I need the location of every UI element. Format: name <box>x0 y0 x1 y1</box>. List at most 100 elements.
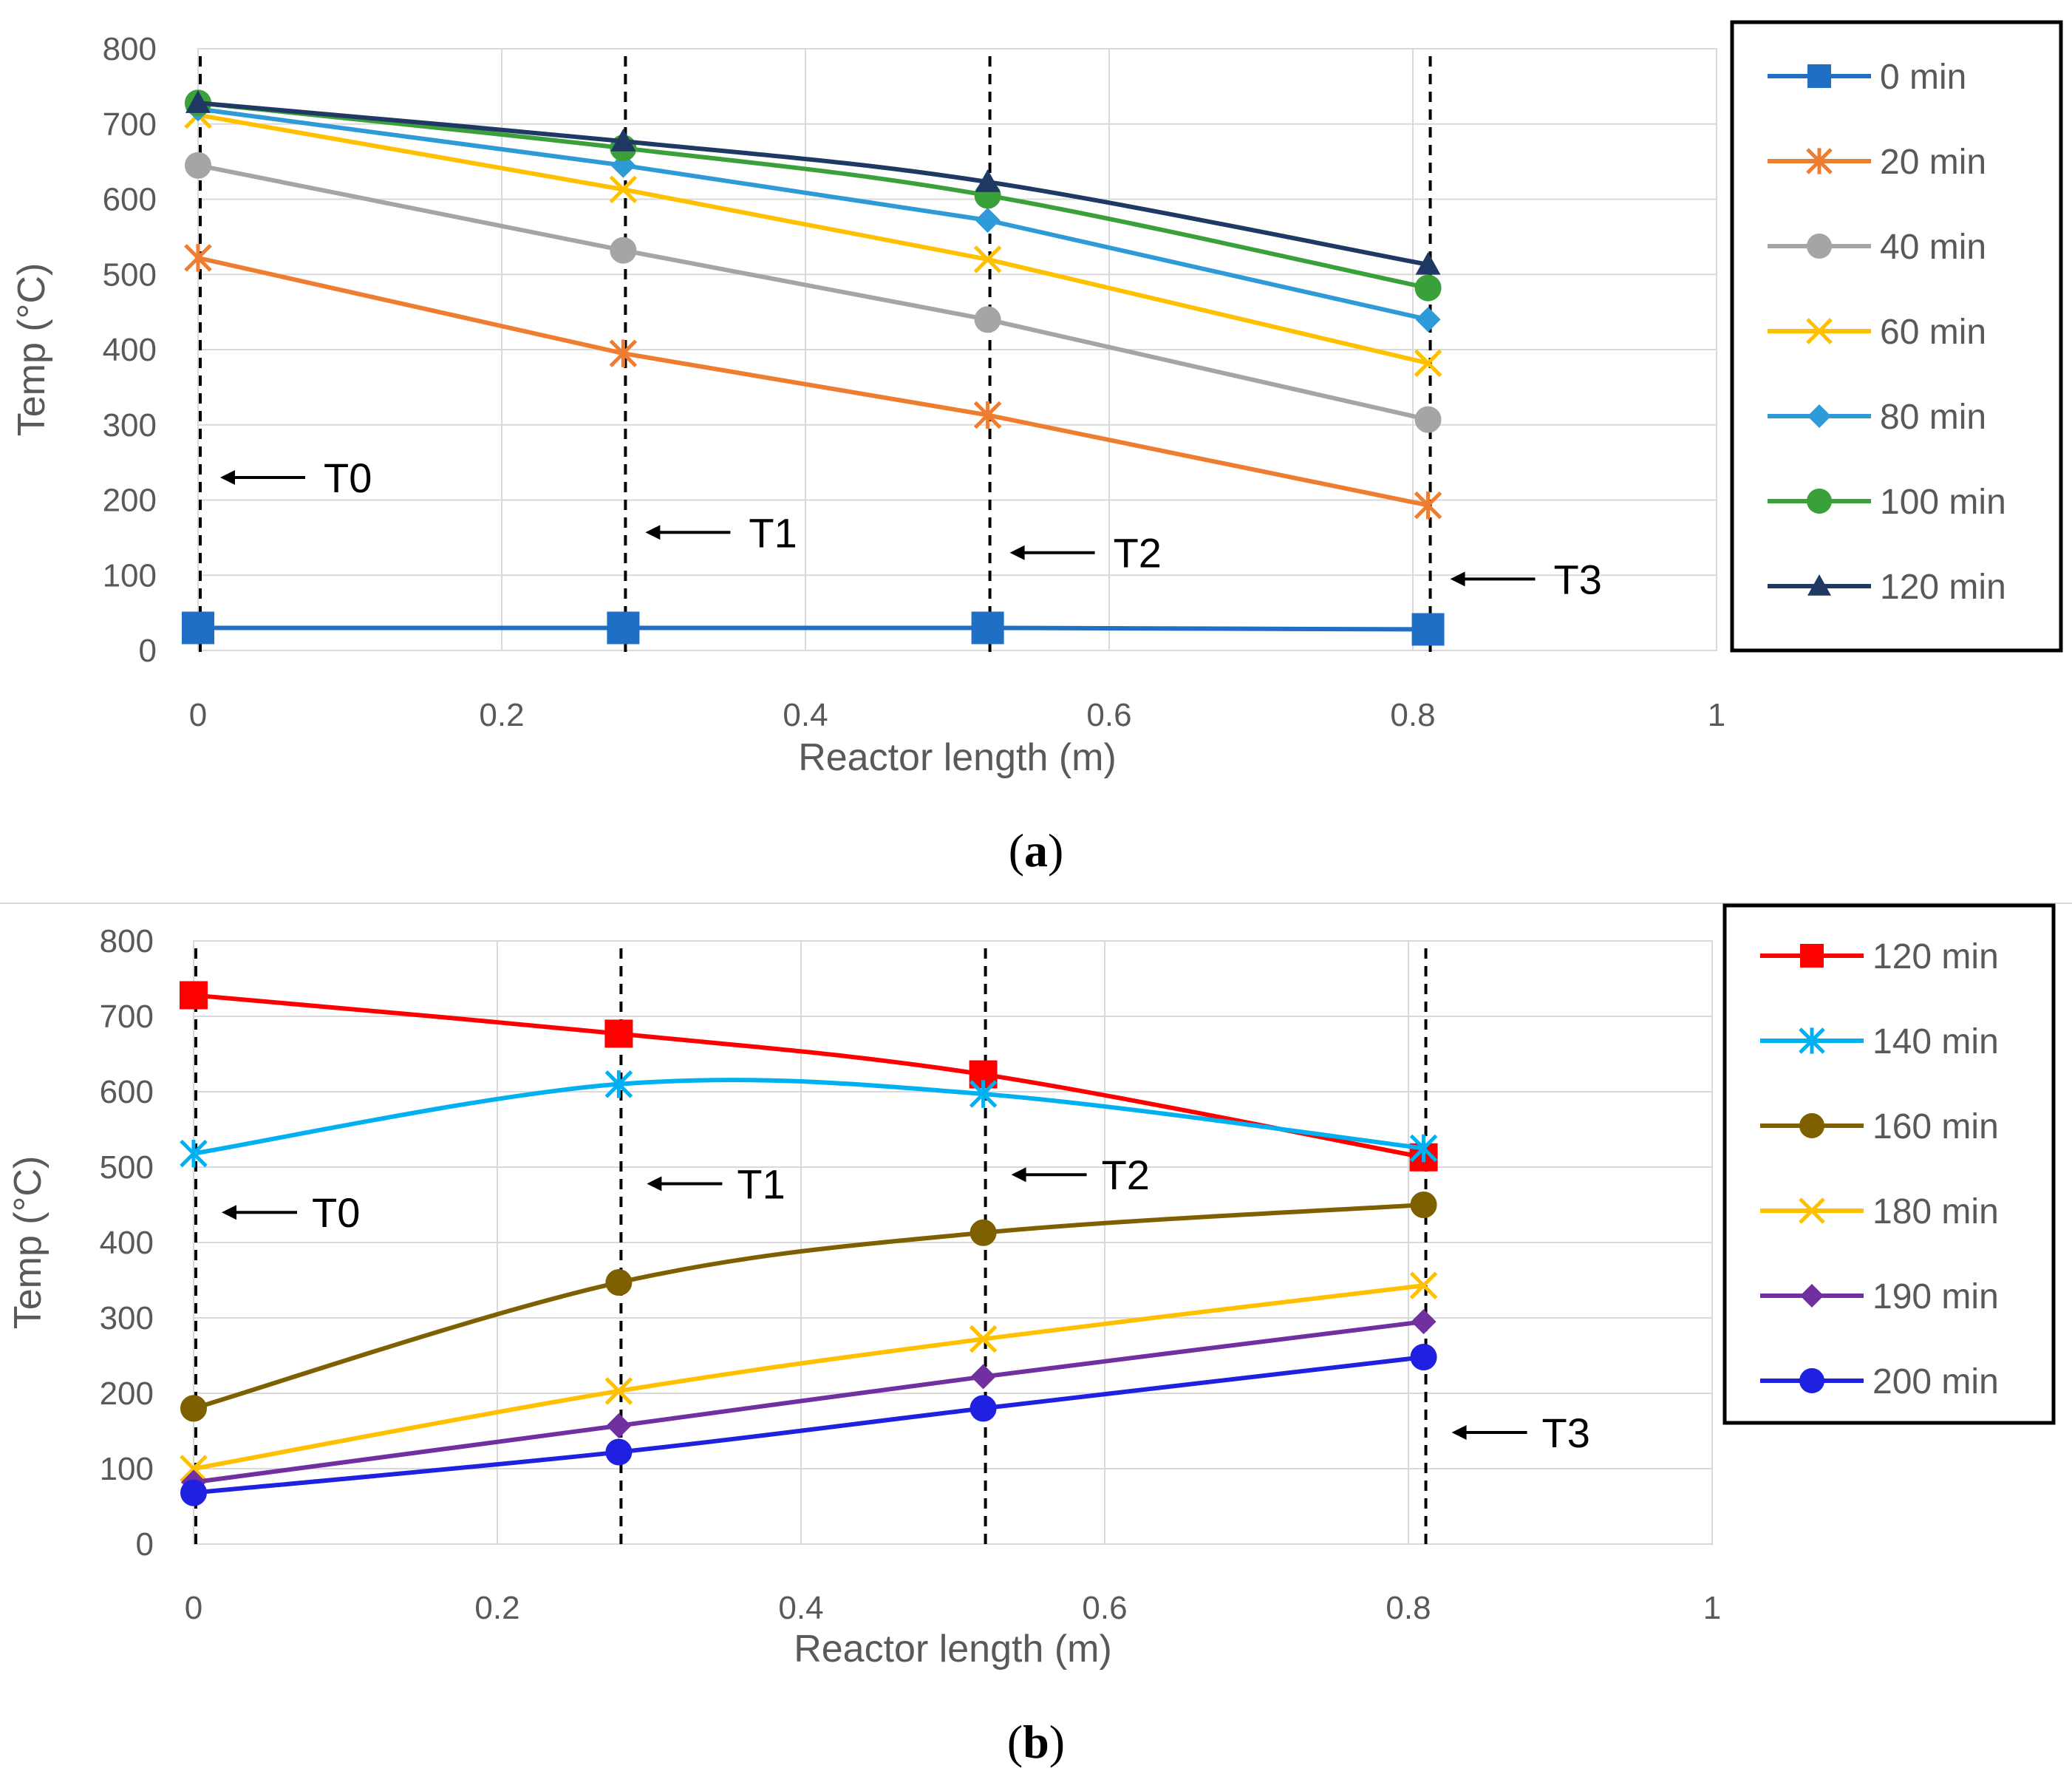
legend-label: 120 min <box>1880 568 2006 607</box>
x-tick-label: 0.2 <box>474 1590 519 1626</box>
y-tick-label: 600 <box>100 1074 154 1110</box>
series-line <box>197 101 1429 290</box>
y-tick-label: 500 <box>103 256 157 293</box>
x-tick-label: 0.4 <box>783 697 828 733</box>
annotation-label: T0 <box>312 1189 360 1236</box>
y-axis-title: Temp (°C) <box>10 263 53 437</box>
data-point <box>180 1455 208 1483</box>
legend-label: 100 min <box>1880 483 2006 522</box>
data-point <box>604 1070 633 1098</box>
data-point <box>604 1019 633 1048</box>
y-tick-label: 0 <box>136 1526 154 1563</box>
legend-marker <box>1806 318 1833 344</box>
legend-marker <box>1799 1027 1825 1054</box>
annotation-arrow-head <box>1450 571 1465 587</box>
y-tick-label: 300 <box>103 407 157 443</box>
legend-label: 20 min <box>1880 143 1986 182</box>
series-line <box>197 101 1429 267</box>
annotation-label: T1 <box>749 509 797 556</box>
x-tick-label: 0 <box>185 1590 202 1626</box>
caption-letter: a <box>1024 824 1048 877</box>
x-tick-label: 0.4 <box>778 1590 823 1626</box>
legend-marker <box>1807 489 1832 514</box>
x-axis-title: Reactor length (m) <box>794 1628 1112 1670</box>
y-tick-label: 100 <box>103 557 157 594</box>
series-line <box>198 625 1428 632</box>
data-point <box>1409 1134 1438 1163</box>
data-point <box>970 1364 996 1390</box>
legend-label: 120 min <box>1872 937 1999 976</box>
data-point <box>969 1080 998 1108</box>
annotation-label: T2 <box>1114 530 1162 577</box>
data-point <box>607 611 640 645</box>
x-tick-label: 0 <box>189 697 207 733</box>
data-point <box>1414 491 1442 520</box>
data-point <box>1411 613 1445 646</box>
data-point <box>605 1269 633 1296</box>
data-point <box>180 1479 207 1506</box>
y-tick-label: 400 <box>100 1225 154 1261</box>
y-tick-label: 700 <box>100 999 154 1035</box>
data-point <box>973 245 1002 273</box>
x-axis-title: Reactor length (m) <box>798 736 1117 779</box>
series-line <box>193 993 1425 1160</box>
legend-label: 0 min <box>1880 58 1966 97</box>
y-tick-label: 700 <box>103 106 157 143</box>
legend-marker <box>1800 944 1824 968</box>
data-point <box>1414 274 1442 302</box>
chart-panel-a: 0 100 200 300 400 500 600 700 800 0 0.2 0.4 0.6 0.8 1 R… <box>10 20 2063 877</box>
series-line <box>197 106 1429 322</box>
annotation-arrow-head <box>1451 1425 1467 1441</box>
series-line <box>193 1203 1424 1411</box>
legend-marker <box>1807 234 1832 259</box>
annotation-arrow-head <box>645 525 661 540</box>
annotation-arrow-head <box>222 1205 236 1220</box>
y-tick-label: 600 <box>103 182 157 218</box>
legend-box <box>1722 903 2056 1425</box>
data-point <box>1410 1192 1437 1218</box>
data-point <box>609 339 638 367</box>
y-tick-label: 500 <box>100 1149 154 1186</box>
caption-open-paren: ( <box>1009 824 1024 877</box>
legend-box <box>1730 20 2063 653</box>
annotation-arrow-head <box>220 469 235 485</box>
series-line <box>193 1078 1424 1156</box>
panel-caption: (b) <box>1007 1716 1065 1768</box>
annotation-label: T3 <box>1554 556 1602 602</box>
legend-marker <box>1806 148 1833 174</box>
caption-close-paren: ) <box>1049 1716 1065 1768</box>
legend-marker <box>1799 1368 1824 1393</box>
y-tick-label: 800 <box>103 31 157 67</box>
data-point <box>971 611 1004 645</box>
data-point <box>975 169 1001 192</box>
legend-label: 40 min <box>1880 228 1986 267</box>
data-point <box>180 1395 207 1422</box>
y-tick-label: 100 <box>100 1451 154 1487</box>
legend-marker <box>1807 404 1831 428</box>
x-tick-label: 1 <box>1708 697 1725 733</box>
data-point <box>1414 406 1442 433</box>
y-tick-label: 0 <box>139 633 157 669</box>
series-line <box>193 1319 1424 1485</box>
chart-panel-b: 0 100 200 300 400 500 600 700 800 0 0.2 0.4 0.6 0.8 1 R… <box>7 903 2056 1768</box>
data-point <box>180 1139 208 1168</box>
x-tick-label: 0.8 <box>1386 1590 1431 1626</box>
legend-label: 190 min <box>1872 1277 1999 1316</box>
legend-label: 140 min <box>1872 1022 1999 1061</box>
data-point <box>609 175 638 204</box>
y-tick-label: 200 <box>100 1376 154 1412</box>
panel-caption: (a) <box>1009 824 1064 877</box>
data-point <box>605 1438 633 1466</box>
y-tick-label: 800 <box>100 923 154 959</box>
legend-label: 200 min <box>1872 1362 1999 1401</box>
data-point <box>1414 349 1442 378</box>
data-point <box>1415 307 1441 333</box>
series-line <box>193 1355 1424 1495</box>
annotation-label: T3 <box>1542 1410 1590 1456</box>
data-point <box>1411 1309 1437 1335</box>
data-point <box>969 1395 997 1422</box>
x-tick-label: 1 <box>1703 1590 1721 1626</box>
legend-label: 60 min <box>1880 313 1986 352</box>
annotation-arrow-head <box>1009 545 1025 560</box>
annotation-arrow-head <box>647 1176 662 1192</box>
